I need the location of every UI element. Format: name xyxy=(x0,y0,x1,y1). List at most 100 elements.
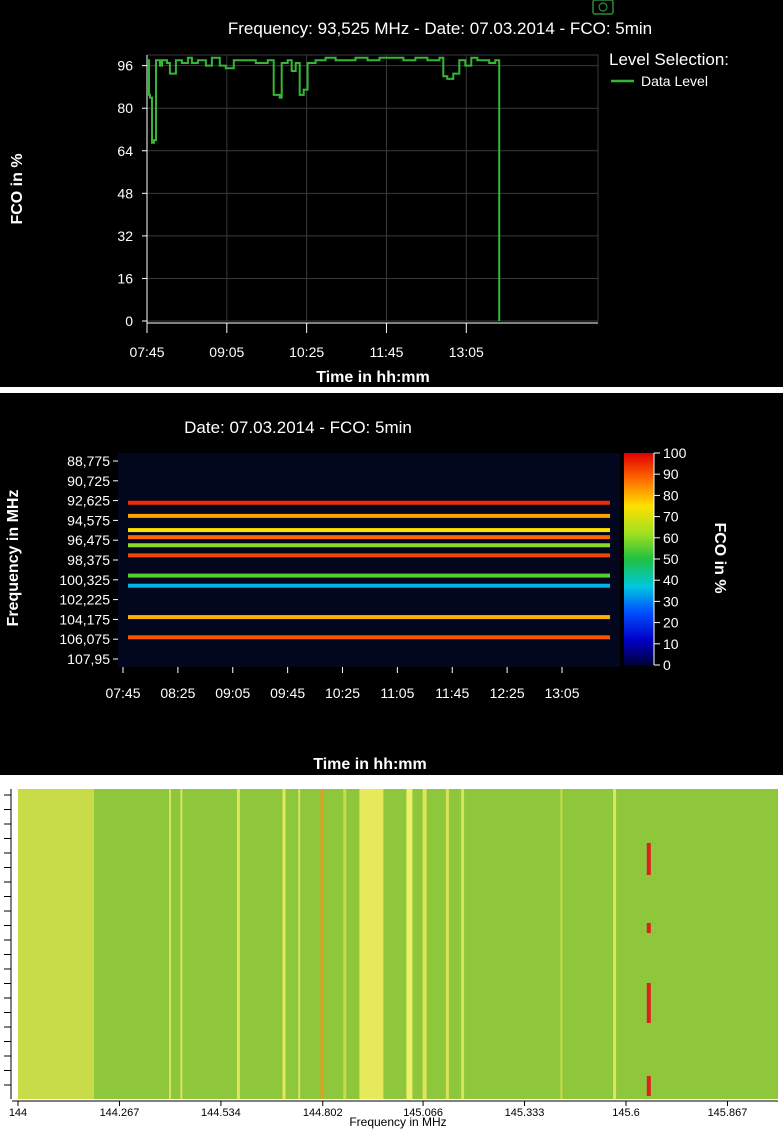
colorbar-label: FCO in % xyxy=(711,522,728,593)
waterfall-red-mark xyxy=(646,843,651,875)
colorbar-tick-label: 60 xyxy=(663,530,679,546)
waterfall-stripe xyxy=(320,789,324,1099)
waterfall-x-tick-label: 145.333 xyxy=(505,1107,545,1119)
waterfall-panel: 144 144.267 144.534 144.802 145.066 145.333 14… xyxy=(0,783,783,1129)
heatmap-x-tick-label: 11:05 xyxy=(380,685,414,701)
heatmap-x-tick-label: 10:25 xyxy=(325,685,360,701)
heatmap-y-axis-label: Frequency in MHz xyxy=(5,490,22,627)
colorbar-tick-label: 80 xyxy=(663,487,679,503)
waterfall-red-mark xyxy=(646,983,651,1023)
spectrum-waterfall: 144 144.267 144.534 144.802 145.066 145.333 14… xyxy=(0,783,783,1129)
waterfall-stripe xyxy=(613,789,617,1099)
x-tick-label: 13:05 xyxy=(449,344,484,360)
heatmap-y-tick-label: 94,575 xyxy=(67,512,110,528)
colorbar-tick-label: 0 xyxy=(663,657,671,673)
heatmap-y-tick-label: 106,075 xyxy=(59,631,110,647)
y-tick-label: 64 xyxy=(117,143,133,159)
heatmap-band xyxy=(128,553,610,558)
waterfall-left-ticks xyxy=(4,794,11,1086)
waterfall-stripe xyxy=(406,789,413,1099)
waterfall-red-mark xyxy=(646,1076,651,1096)
frequency-heatmap: Date: 07.03.2014 - FCO: 5min 88,775 90,72… xyxy=(5,418,728,773)
heatmap-x-axis-label: Time in hh:mm xyxy=(313,756,427,773)
heatmap-band xyxy=(128,500,610,505)
colorbar xyxy=(624,453,654,665)
y-tick-label: 80 xyxy=(117,100,133,116)
heatmap-title: Date: 07.03.2014 - FCO: 5min xyxy=(184,418,412,437)
heatmap-band xyxy=(128,513,610,518)
heatmap-panel: Date: 07.03.2014 - FCO: 5min 88,775 90,72… xyxy=(0,393,783,775)
waterfall-x-tick-label: 144.267 xyxy=(100,1107,140,1119)
heatmap-y-tick-label: 90,725 xyxy=(67,473,110,489)
colorbar-tick-label: 10 xyxy=(663,636,679,652)
heatmap-band xyxy=(128,615,610,620)
line-chart-close-icon[interactable] xyxy=(592,0,614,15)
waterfall-stripe xyxy=(18,789,94,1099)
waterfall-stripe xyxy=(180,789,183,1099)
x-tick-label: 07:45 xyxy=(129,344,164,360)
x-axis-ticks: 07:45 09:05 10:25 11:45 13:05 xyxy=(129,323,484,360)
waterfall-stripe xyxy=(560,789,563,1099)
heatmap-y-tick-label: 100,325 xyxy=(59,572,110,588)
waterfall-red-mark xyxy=(646,923,651,933)
heatmap-band xyxy=(128,573,610,578)
heatmap-x-tick-label: 07:45 xyxy=(105,685,140,701)
waterfall-stripe xyxy=(298,789,301,1099)
x-tick-label: 11:45 xyxy=(369,344,403,360)
heatmap-x-tick-label: 11:45 xyxy=(435,685,469,701)
heatmap-band xyxy=(128,543,610,548)
waterfall-stripes xyxy=(18,789,651,1099)
gridlines xyxy=(146,55,598,322)
waterfall-stripe xyxy=(359,789,384,1099)
x-tick-label: 10:25 xyxy=(289,344,324,360)
waterfall-x-tick-label: 145.6 xyxy=(612,1107,640,1119)
heatmap-x-tick-label: 12:25 xyxy=(490,685,525,701)
waterfall-stripe xyxy=(169,789,171,1099)
colorbar-tick-label: 50 xyxy=(663,551,679,567)
waterfall-x-axis-label: Frequency in MHz xyxy=(349,1115,446,1129)
heatmap-band xyxy=(128,583,610,588)
y-tick-label: 0 xyxy=(125,313,133,329)
colorbar-tick-label: 100 xyxy=(663,445,687,461)
colorbar-tick-label: 70 xyxy=(663,509,679,525)
waterfall-x-tick-label: 145.066 xyxy=(403,1107,443,1119)
waterfall-stripe xyxy=(445,789,449,1099)
line-chart: Frequency: 93,525 MHz - Date: 07.03.2014… xyxy=(9,0,729,386)
heatmap-plot-area xyxy=(118,453,620,667)
waterfall-x-tick-label: 144.802 xyxy=(303,1107,343,1119)
heatmap-x-tick-label: 13:05 xyxy=(544,685,579,701)
heatmap-y-tick-label: 98,375 xyxy=(67,552,110,568)
heatmap-bands xyxy=(128,500,610,640)
heatmap-x-tick-label: 09:05 xyxy=(215,685,250,701)
line-chart-panel: Frequency: 93,525 MHz - Date: 07.03.2014… xyxy=(0,0,783,387)
waterfall-stripe xyxy=(282,789,286,1099)
heatmap-x-tick-label: 09:45 xyxy=(270,685,305,701)
waterfall-x-ticks: 144 144.267 144.534 144.802 145.066 145.333 14… xyxy=(9,1101,748,1119)
colorbar-tick-label: 20 xyxy=(663,615,679,631)
heatmap-y-ticks: 88,775 90,725 92,625 94,575 96,475 98,375 100,… xyxy=(59,453,118,667)
y-tick-label: 96 xyxy=(117,58,133,74)
waterfall-stripe xyxy=(422,789,427,1099)
waterfall-x-tick-label: 145.867 xyxy=(708,1107,748,1119)
y-axis-label: FCO in % xyxy=(9,153,26,224)
heatmap-band xyxy=(128,635,610,640)
heatmap-x-ticks: 07:45 08:25 09:05 09:45 10:25 11:05 11:45 12:25… xyxy=(105,667,580,701)
data-level-series-line xyxy=(147,56,501,321)
waterfall-x-tick-label: 144.534 xyxy=(201,1107,241,1119)
y-tick-label: 16 xyxy=(117,270,133,286)
x-tick-label: 09:05 xyxy=(209,344,244,360)
heatmap-y-tick-label: 92,625 xyxy=(67,493,110,509)
y-axis-ticks: 0 16 32 48 64 80 96 xyxy=(117,58,147,329)
y-tick-label: 48 xyxy=(117,185,133,201)
colorbar-tick-label: 90 xyxy=(663,466,679,482)
heatmap-band xyxy=(128,535,610,540)
heatmap-x-tick-label: 08:25 xyxy=(160,685,195,701)
waterfall-stripe xyxy=(343,789,347,1099)
legend-entry-data-level[interactable]: Data Level xyxy=(641,73,708,89)
waterfall-x-tick-label: 144 xyxy=(9,1107,27,1119)
heatmap-y-tick-label: 96,475 xyxy=(67,532,110,548)
waterfall-plot-area xyxy=(18,789,778,1099)
heatmap-y-tick-label: 88,775 xyxy=(67,453,110,469)
heatmap-y-tick-label: 107,95 xyxy=(67,651,110,667)
